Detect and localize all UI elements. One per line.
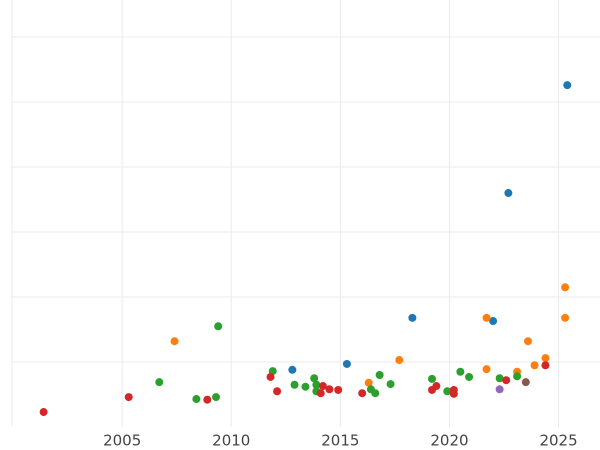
point: [495, 374, 504, 383]
point: [541, 354, 550, 363]
x-tick-label: 2025: [539, 432, 577, 450]
point: [155, 378, 164, 387]
point: [449, 389, 458, 398]
point: [301, 382, 310, 391]
point: [408, 313, 417, 322]
point: [358, 389, 367, 398]
point: [170, 337, 179, 346]
point: [504, 189, 513, 198]
point: [192, 395, 201, 404]
point: [521, 378, 530, 387]
point: [203, 395, 212, 404]
point: [273, 387, 282, 396]
point: [342, 359, 351, 368]
point: [432, 382, 441, 391]
point: [212, 393, 220, 402]
point: [290, 380, 299, 389]
x-tick-label: 2010: [212, 432, 250, 450]
point: [563, 81, 572, 90]
point: [266, 372, 275, 381]
point: [428, 374, 436, 383]
point: [364, 378, 373, 387]
point: [524, 337, 532, 346]
point: [318, 382, 327, 391]
point: [561, 283, 570, 292]
point: [395, 356, 404, 365]
point: [495, 385, 504, 394]
x-tick-label: 2020: [430, 432, 468, 450]
point: [482, 313, 491, 322]
point: [310, 374, 319, 383]
point: [513, 372, 522, 381]
x-tick-label: 2015: [321, 432, 359, 450]
point: [316, 389, 325, 398]
point: [371, 389, 380, 398]
point: [214, 322, 223, 331]
point: [375, 371, 384, 380]
point: [530, 361, 539, 370]
point: [325, 385, 334, 394]
point: [288, 365, 297, 374]
point: [502, 376, 511, 385]
point: [39, 408, 48, 417]
point: [561, 313, 570, 322]
point: [312, 380, 321, 389]
point: [443, 387, 452, 396]
point: [541, 361, 550, 370]
point: [124, 393, 133, 402]
x-tick-label: 2005: [103, 432, 141, 450]
point: [482, 365, 491, 374]
point: [489, 317, 498, 326]
point: [386, 380, 395, 389]
point: [456, 367, 465, 376]
point: [465, 372, 474, 381]
point: [334, 385, 343, 394]
